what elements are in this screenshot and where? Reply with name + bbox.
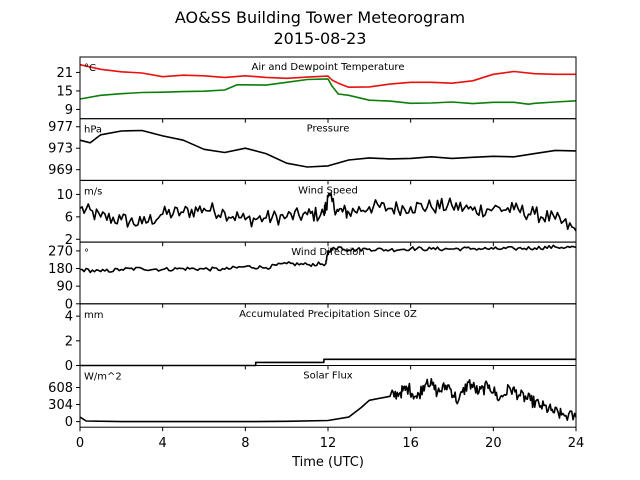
- chart-title: AO&SS Building Tower Meteorogram: [174, 8, 466, 27]
- x-tick-label: 24: [568, 436, 585, 451]
- y-tick-label: 9: [65, 103, 73, 118]
- panel-unit-label: W/m^2: [84, 372, 122, 383]
- x-axis-label: Time (UTC): [291, 455, 364, 470]
- chart-subtitle: 2015-08-23: [273, 29, 367, 48]
- y-tick-label: 21: [56, 66, 73, 81]
- series-line-temperature: [79, 63, 576, 88]
- panel-title: Wind Direction: [291, 247, 365, 258]
- series-line-pressure: [79, 129, 577, 168]
- y-tick-label: 608: [48, 381, 73, 396]
- panel-title: Accumulated Precipitation Since 0Z: [239, 309, 417, 320]
- x-tick-label: 4: [159, 436, 167, 451]
- panel-unit-label: mm: [84, 310, 103, 321]
- y-tick-label: 4: [65, 310, 73, 325]
- series-line-dewpoint: [79, 78, 577, 105]
- panel-title: Solar Flux: [303, 371, 353, 382]
- x-tick-label: 20: [485, 436, 502, 451]
- x-tick-label: 8: [241, 436, 249, 451]
- y-tick-label: 0: [65, 297, 73, 312]
- y-tick-label: 10: [56, 188, 73, 203]
- y-tick-label: 90: [56, 280, 73, 295]
- y-tick-label: 6: [65, 210, 73, 225]
- y-tick-label: 969: [48, 163, 73, 178]
- panel-unit-label: °: [84, 248, 89, 259]
- y-tick-label: 2: [65, 233, 73, 248]
- x-tick-label: 16: [402, 436, 419, 451]
- series-line-solar_flux: [79, 378, 577, 423]
- x-tick-label: 12: [320, 436, 337, 451]
- y-tick-label: 0: [65, 359, 73, 374]
- series-line-wind_speed: [79, 192, 577, 232]
- panel-unit-label: hPa: [84, 125, 102, 136]
- y-tick-label: 15: [56, 84, 73, 99]
- y-tick-label: 977: [48, 120, 73, 135]
- panel-title: Wind Speed: [298, 185, 358, 196]
- panel-unit-label: m/s: [84, 186, 102, 197]
- y-tick-label: 304: [48, 398, 73, 413]
- panel-unit-label: °C: [84, 63, 96, 74]
- y-tick-label: 270: [48, 244, 73, 259]
- y-tick-label: 0: [65, 415, 73, 430]
- y-tick-label: 973: [48, 142, 73, 157]
- panel-title: Air and Dewpoint Temperature: [252, 62, 405, 73]
- series-line-precipitation: [80, 358, 576, 367]
- y-tick-label: 180: [48, 262, 73, 277]
- panel-title: Pressure: [307, 124, 350, 135]
- x-tick-label: 0: [76, 436, 84, 451]
- series-line-wind_direction: [80, 244, 577, 274]
- y-tick-label: 2: [65, 334, 73, 349]
